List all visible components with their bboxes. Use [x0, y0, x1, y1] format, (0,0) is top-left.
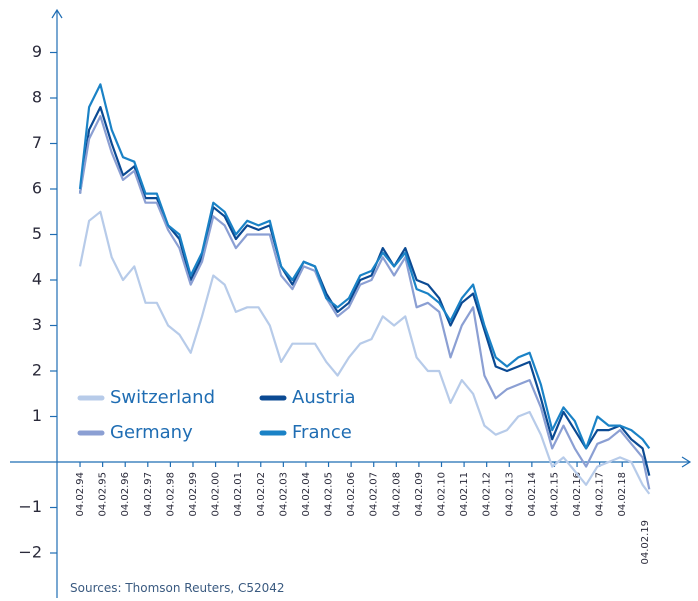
legend-label: Austria: [292, 387, 356, 408]
x-axis-arrow: [681, 456, 692, 468]
x-tick-label: 04.02.06: [346, 472, 357, 517]
series-line: [78, 210, 651, 495]
y-tick-label: 4: [32, 270, 42, 289]
y-tick-label: −1: [18, 497, 42, 516]
y-tick-label: −2: [18, 543, 42, 562]
x-tick-label: 04.02.97: [143, 472, 154, 517]
x-tick-label: 04.02.18: [617, 472, 628, 517]
x-tick-label: 04.02.09: [414, 472, 425, 517]
series-line: [78, 106, 651, 476]
x-tick-label: 04.02.15: [549, 472, 560, 517]
y-tick-label: 8: [32, 88, 42, 107]
x-tick-label: 04.02.98: [165, 472, 176, 517]
x-tick-label: 04.02.12: [482, 472, 493, 517]
x-tick-label: 04.02.04: [301, 472, 312, 517]
legend-label: Germany: [110, 422, 193, 443]
source-note: Sources: Thomson Reuters, C52042: [70, 581, 285, 595]
x-tick-label: 04.02.02: [256, 472, 267, 517]
x-tick-label: 04.02.16: [572, 472, 583, 517]
y-tick-label: 7: [32, 133, 42, 152]
legend-label: Switzerland: [110, 387, 215, 408]
x-tick-label: 04.02.05: [324, 472, 335, 517]
x-tick-label: 04.02.03: [278, 472, 289, 517]
y-tick-label: 5: [32, 224, 42, 243]
legend-label: France: [292, 422, 352, 443]
y-tick-label: 2: [32, 361, 42, 380]
x-tick-label: 04.02.19: [640, 520, 651, 565]
x-tick-label: 04.02.95: [98, 472, 109, 517]
x-tick-label: 04.02.96: [120, 472, 131, 517]
x-tick-label: 04.02.00: [211, 472, 222, 517]
x-tick-label: 04.02.17: [595, 472, 606, 517]
x-tick-label: 04.02.13: [504, 472, 515, 517]
y-tick-label: 3: [32, 315, 42, 334]
y-tick-label: 1: [32, 406, 42, 425]
x-tick-label: 04.02.94: [75, 472, 86, 517]
y-axis-arrow: [51, 8, 63, 19]
x-tick-label: 04.02.10: [436, 472, 447, 517]
series-line: [78, 83, 651, 450]
x-tick-label: 04.02.08: [391, 472, 402, 517]
x-tick-label: 04.02.07: [369, 472, 380, 517]
x-tick-label: 04.02.11: [459, 472, 470, 517]
x-tick-label: 04.02.14: [527, 472, 538, 517]
y-tick-label: 6: [32, 179, 42, 198]
y-tick-label: 9: [32, 42, 42, 61]
series-line: [78, 115, 651, 490]
x-tick-label: 04.02.99: [188, 472, 199, 517]
x-tick-label: 04.02.01: [233, 472, 244, 517]
